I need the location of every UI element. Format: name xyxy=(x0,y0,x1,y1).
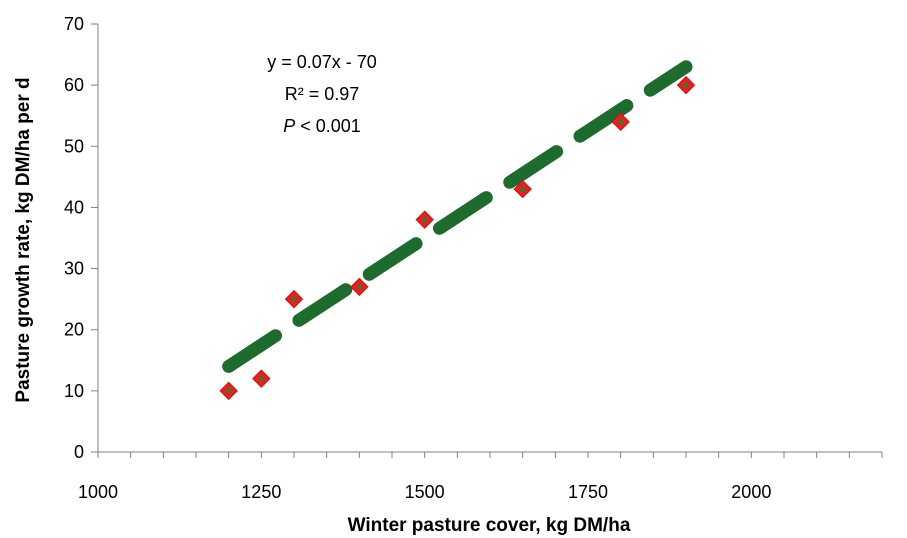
p-symbol: P xyxy=(283,116,295,136)
y-ticks: 0 10 20 30 40 50 60 70 xyxy=(64,14,98,462)
equation-annotation: y = 0.07x - 70 R² = 0.97 P < 0.001 xyxy=(267,52,377,136)
y-tick-label: 20 xyxy=(64,320,84,340)
y-tick-label: 50 xyxy=(64,136,84,156)
p-value-label: P < 0.001 xyxy=(283,116,361,136)
x-tick-label: 1000 xyxy=(78,482,118,502)
data-point xyxy=(678,77,695,94)
axes xyxy=(98,24,882,452)
y-tick-label: 10 xyxy=(64,381,84,401)
y-tick-label: 60 xyxy=(64,75,84,95)
x-tick-label: 1250 xyxy=(241,482,281,502)
p-value-text: < 0.001 xyxy=(295,116,361,136)
equation-label: y = 0.07x - 70 xyxy=(267,52,377,72)
data-point xyxy=(416,211,433,228)
trendline-group xyxy=(229,67,686,367)
x-tick-label: 2000 xyxy=(731,482,771,502)
r-squared-label: R² = 0.97 xyxy=(285,84,360,104)
y-tick-label: 40 xyxy=(64,197,84,217)
data-point xyxy=(286,291,303,308)
data-point xyxy=(351,278,368,295)
y-axis-title: Pasture growth rate, kg DM/ha per d xyxy=(13,77,34,402)
y-tick-label: 70 xyxy=(64,14,84,34)
trendline xyxy=(229,67,686,367)
data-point xyxy=(253,370,270,387)
x-axis-title: Winter pasture cover, kg DM/ha xyxy=(348,515,631,536)
x-tick-label: 1750 xyxy=(568,482,608,502)
x-ticks: 1000 1250 1500 1750 2000 xyxy=(78,452,882,502)
y-tick-label: 30 xyxy=(64,259,84,279)
data-point xyxy=(220,382,237,399)
y-tick-label: 0 xyxy=(74,442,84,462)
x-tick-label: 1500 xyxy=(405,482,445,502)
